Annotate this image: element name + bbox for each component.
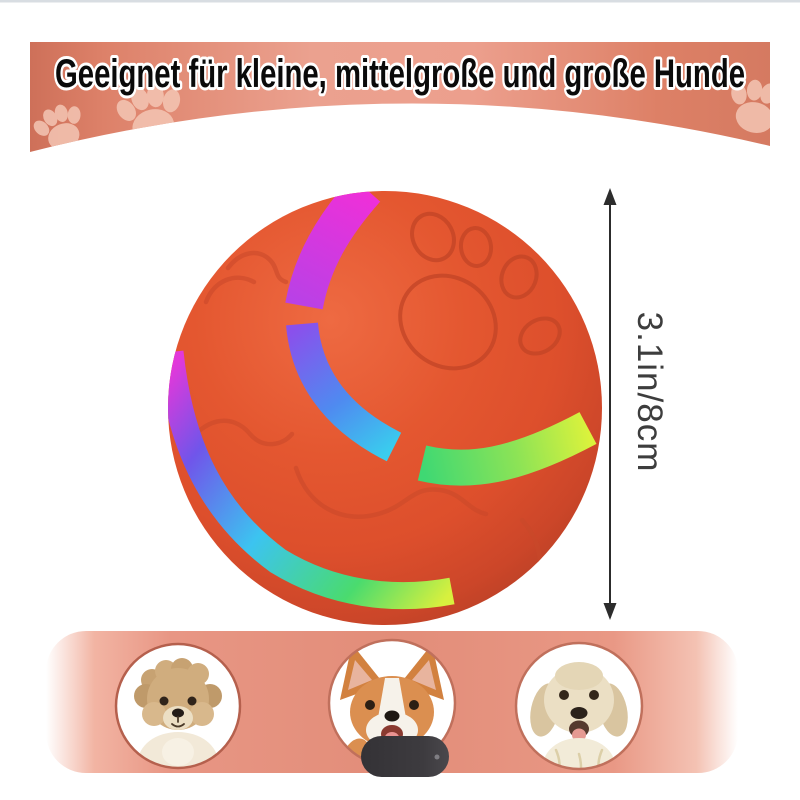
- arrow-down-icon: [603, 603, 617, 620]
- size-annotation: 3.1in/8cm: [603, 188, 669, 620]
- ball-product-image: [168, 191, 602, 625]
- paw-emboss-icon: [398, 211, 562, 371]
- led-stripe-front: [285, 191, 597, 486]
- arrow-up-icon: [603, 188, 617, 205]
- dark-device: [361, 736, 449, 777]
- ball-body: [168, 191, 602, 625]
- footer-band: [46, 631, 738, 777]
- large-dog-golden-retriever-photo: [514, 641, 644, 771]
- header-banner: Geeignet für kleine, mittelgroße und gro…: [30, 42, 770, 152]
- banner-title: Geeignet für kleine, mittelgroße und gro…: [55, 52, 745, 96]
- size-label: 3.1in/8cm: [630, 312, 669, 473]
- card-top-edge: [0, 0, 800, 3]
- led-stripe-lower: [168, 350, 455, 610]
- small-dog-photo: [114, 642, 242, 770]
